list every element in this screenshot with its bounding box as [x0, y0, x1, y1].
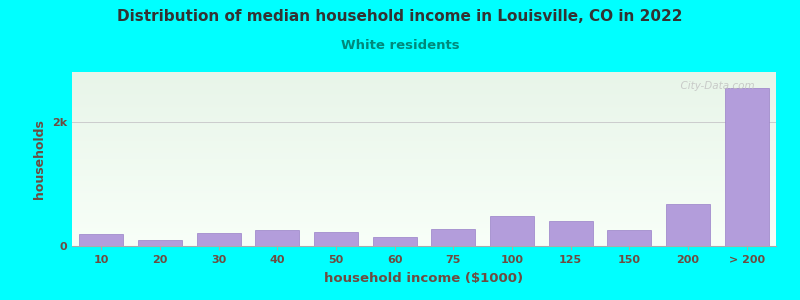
Text: City-Data.com: City-Data.com [674, 81, 755, 91]
Bar [197, 233, 241, 246]
Bar [138, 240, 182, 246]
Bar [666, 204, 710, 246]
Bar [314, 232, 358, 246]
Bar [431, 229, 475, 246]
Bar [79, 234, 123, 246]
Bar [490, 215, 534, 246]
Text: White residents: White residents [341, 39, 459, 52]
Bar [373, 237, 417, 246]
Y-axis label: households: households [34, 119, 46, 199]
Text: Distribution of median household income in Louisville, CO in 2022: Distribution of median household income … [118, 9, 682, 24]
Bar [255, 230, 299, 246]
Bar [607, 230, 651, 246]
X-axis label: household income ($1000): household income ($1000) [325, 272, 523, 285]
Bar [725, 88, 769, 246]
Bar [549, 220, 593, 246]
